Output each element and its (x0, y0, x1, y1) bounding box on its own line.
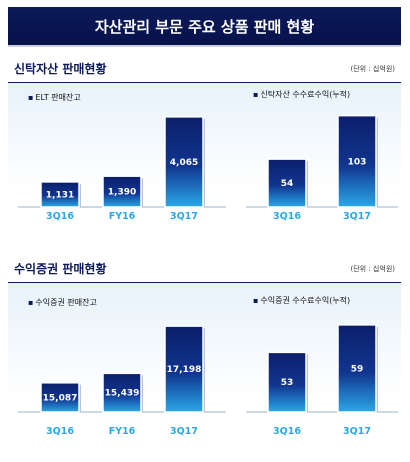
section-trust-title: 신탁자산 판매현황 (14, 62, 107, 76)
chart-2-value-label: 15,087 (43, 393, 78, 403)
chart-3-bar-3Q16 (267, 351, 307, 413)
chart-2-bar-3Q16 (40, 382, 80, 413)
chart-0-bar-FY16 (102, 175, 142, 208)
section-trust-unit: (단위 : 십억원) (350, 65, 395, 73)
chart-0-bar-3Q16 (40, 181, 80, 208)
chart-2-bar-FY16 (102, 372, 142, 413)
chart-2-bar-3Q17 (164, 325, 204, 413)
chart-2-category-label: 3Q17 (170, 426, 198, 437)
chart-1-category-label: 3Q17 (343, 211, 371, 222)
chart-3-category-label: 3Q17 (343, 426, 371, 437)
section-funds-header: 수익증권 판매현황 (단위 : 십억원) (8, 258, 401, 283)
chart-0-value-label: 4,065 (170, 158, 198, 168)
chart-0-category-label: 3Q17 (170, 211, 198, 222)
chart-0-value-label: 1,131 (46, 190, 74, 200)
chart-0-category-label: 3Q16 (46, 211, 74, 222)
chart-trust-fee-label: ▪ 신탁자산 수수료수익(누적) (253, 90, 351, 99)
chart-3-value-label: 59 (351, 364, 364, 374)
chart-0-value-label: 1,390 (108, 188, 136, 198)
chart-1-value-label: 103 (348, 157, 367, 167)
chart-2-value-label: 15,439 (105, 389, 140, 399)
chart-3-bar-3Q17 (337, 324, 377, 413)
chart-1-bar-3Q16 (267, 158, 307, 208)
page-title: 자산관리 부문 주요 상품 판매 현황 (8, 7, 401, 47)
chart-2-category-label: FY16 (109, 426, 136, 437)
chart-2-category-label: 3Q16 (46, 426, 74, 437)
chart-funds-balance-label: ▪ 수익증권 판매잔고 (28, 298, 97, 307)
section-trust-header: 신탁자산 판매현황 (단위 : 십억원) (8, 58, 401, 83)
chart-1-value-label: 54 (281, 179, 294, 189)
chart-0-category-label: FY16 (109, 211, 136, 222)
chart-0-bar-3Q17 (164, 116, 204, 208)
section-funds-title: 수익증권 판매현황 (14, 262, 107, 276)
chart-elt-label: ▪ ELT 판매잔고 (28, 93, 81, 102)
chart-3-value-label: 53 (281, 378, 294, 388)
chart-3-category-label: 3Q16 (273, 426, 301, 437)
chart-2-value-label: 17,198 (167, 365, 202, 375)
chart-1-bar-3Q17 (337, 114, 377, 208)
chart-1-category-label: 3Q16 (273, 211, 301, 222)
chart-funds-fee-label: ▪ 수익증권 수수료수익(누적) (253, 296, 351, 305)
section-funds-unit: (단위 : 십억원) (350, 265, 395, 273)
